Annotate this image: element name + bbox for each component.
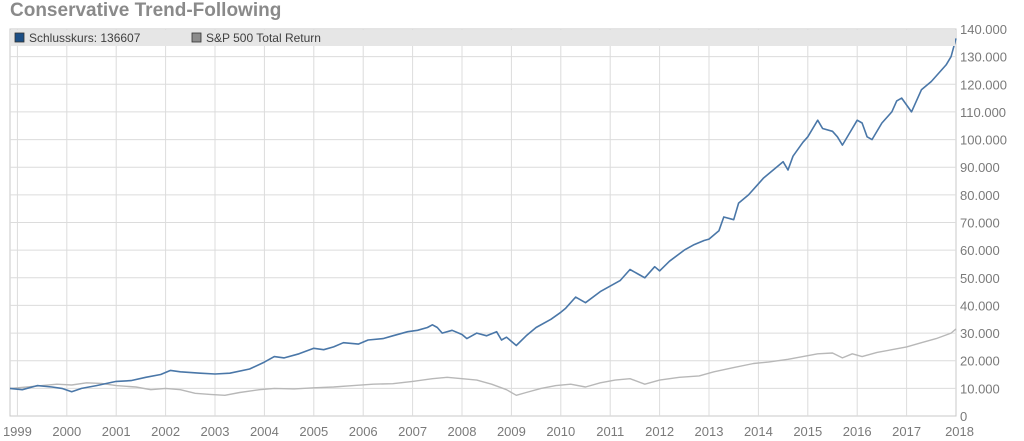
legend: Schlusskurs: 136607 S&P 500 Total Return: [14, 31, 321, 45]
legend-band: [11, 30, 955, 46]
legend-label-sp500: S&P 500 Total Return: [206, 31, 321, 45]
y-axis: 0 10.000 20.000 30.000 40.000 50.000 60.000 70.…: [960, 22, 1007, 424]
y-tick-label: 80.000: [960, 188, 1000, 203]
x-tick-label: 2002: [151, 424, 180, 439]
series-line-schlusskurs: [9, 38, 957, 393]
x-tick-label: 2009: [497, 424, 526, 439]
x-tick-label: 2007: [398, 424, 427, 439]
x-tick-label: 2001: [102, 424, 131, 439]
x-tick-label: 2006: [349, 424, 378, 439]
series-lines: [9, 38, 957, 396]
x-tick-label: 2004: [250, 424, 279, 439]
x-tick-label: 2005: [299, 424, 328, 439]
series-line-sp500: [9, 328, 957, 396]
legend-swatch-sp500: [191, 32, 202, 43]
chart-title: Conservative Trend-Following: [10, 0, 282, 21]
x-tick-label: 2011: [596, 424, 624, 439]
y-tick-label: 120.000: [960, 77, 1007, 92]
x-tick-label: 2018: [945, 424, 974, 439]
x-tick-label: 2012: [645, 424, 674, 439]
y-tick-label: 90.000: [960, 160, 1000, 175]
y-tick-label: 130.000: [960, 50, 1007, 65]
legend-label-schlusskurs: Schlusskurs: 136607: [29, 31, 141, 45]
x-tick-label: 2013: [695, 424, 724, 439]
x-tick-label: 2000: [52, 424, 81, 439]
x-tick-label: 2003: [201, 424, 230, 439]
y-tick-label: 10.000: [960, 381, 1000, 396]
gridlines: [10, 29, 956, 416]
y-tick-label: 100.000: [960, 133, 1007, 148]
y-tick-label: 50.000: [960, 271, 1000, 286]
x-tick-label: 2017: [892, 424, 921, 439]
y-tick-label: 110.000: [960, 105, 1006, 120]
legend-swatch-schlusskurs: [14, 32, 25, 43]
y-tick-label: 30.000: [960, 326, 1000, 341]
x-tick-label: 2016: [843, 424, 872, 439]
y-tick-label: 60.000: [960, 243, 1000, 258]
y-tick-label: 70.000: [960, 216, 1000, 231]
x-axis: 1999 2000 2001 2002 2003 2004 2005 2006 2007 2008…: [3, 424, 974, 439]
x-tick-label: 1999: [3, 424, 32, 439]
x-tick-label: 2010: [546, 424, 575, 439]
x-tick-label: 2008: [448, 424, 477, 439]
y-tick-label: 40.000: [960, 298, 1000, 313]
x-tick-label: 2014: [744, 424, 773, 439]
y-tick-label: 0: [960, 409, 967, 424]
y-tick-label: 20.000: [960, 354, 1000, 369]
x-tick-label: 2015: [793, 424, 822, 439]
y-tick-label: 140.000: [960, 22, 1007, 37]
